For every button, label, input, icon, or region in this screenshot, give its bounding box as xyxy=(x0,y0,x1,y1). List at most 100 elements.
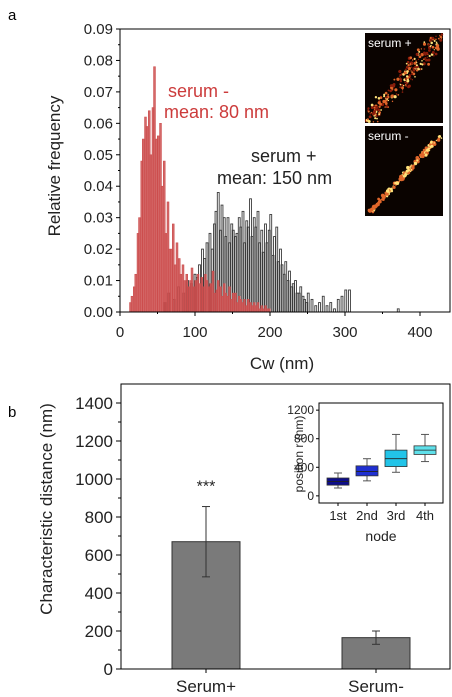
histogram-bar xyxy=(254,305,257,313)
histogram-bar xyxy=(284,261,288,313)
histogram-bar xyxy=(179,273,182,313)
histogram-bar xyxy=(239,299,242,313)
fluorescence-dot xyxy=(370,111,373,114)
fluorescence-dot xyxy=(435,41,438,44)
panel-b-frame xyxy=(120,383,451,670)
fluorescence-dot xyxy=(430,41,433,45)
fluorescence-dot xyxy=(439,38,443,42)
fluorescence-dot xyxy=(422,51,426,55)
y-tick-label: 0.05 xyxy=(84,147,113,164)
fluorescence-dot xyxy=(389,187,393,191)
histogram-bar xyxy=(224,292,227,313)
fluorescence-dot xyxy=(401,89,404,91)
panel-b-bars: *** xyxy=(171,479,411,670)
histogram-bar xyxy=(265,242,269,313)
fluorescence-dot xyxy=(421,60,423,62)
histogram-bar xyxy=(291,283,295,313)
fluorescence-dot xyxy=(410,73,414,76)
fluorescence-dot xyxy=(389,89,393,93)
fluorescence-dot xyxy=(428,146,430,148)
fluorescence-dot xyxy=(384,106,386,108)
fluorescence-dot xyxy=(393,78,396,81)
fluorescence-dot xyxy=(399,82,401,85)
fluorescence-dot xyxy=(385,189,390,193)
fluorescence-dot xyxy=(440,33,444,36)
fluorescence-dot xyxy=(417,157,421,161)
fluorescence-dot xyxy=(435,35,437,38)
fluorescence-dot xyxy=(372,121,375,123)
fluorescence-dot xyxy=(387,93,389,96)
fluorescence-dot xyxy=(401,91,404,93)
inset-y-tick-label: 0 xyxy=(307,489,314,503)
histogram-bar xyxy=(321,295,325,313)
fluorescence-dot xyxy=(416,48,420,52)
fluorescence-dot xyxy=(383,95,386,98)
fluorescence-dot xyxy=(411,71,414,74)
fluorescence-dot xyxy=(427,43,430,46)
fluorescence-dot xyxy=(428,49,431,52)
fluorescence-dot xyxy=(424,153,428,157)
histogram-bar xyxy=(325,305,329,313)
fluorescence-dot xyxy=(397,94,400,96)
fluorescence-dot xyxy=(412,67,415,70)
panel-b-y-ticks: 0 200 400 600 800 1000 1200 1400 xyxy=(75,394,121,679)
histogram-bar xyxy=(134,273,137,313)
y-tick-label: 0 xyxy=(104,660,113,679)
panel-b-label: b xyxy=(8,404,16,421)
serum-plus-annotation: serum + xyxy=(251,146,317,166)
fluorescence-dot xyxy=(401,86,404,90)
fluorescence-dot xyxy=(431,36,435,40)
fluorescence-dot xyxy=(374,117,377,120)
fluorescence-dot xyxy=(420,68,423,70)
histogram-bar xyxy=(228,286,231,313)
fluorescence-dot xyxy=(377,101,381,105)
fluorescence-dot xyxy=(398,76,400,78)
fluorescence-dot xyxy=(427,58,431,62)
x-tick-label: 0 xyxy=(116,324,124,341)
fluorescence-dot xyxy=(405,62,408,65)
fluorescence-dot xyxy=(387,99,390,102)
histogram-bar xyxy=(318,302,321,313)
inset-x-tick-label: 2nd xyxy=(356,508,378,523)
fluorescence-dot xyxy=(392,185,396,189)
fluorescence-dot xyxy=(430,144,434,148)
fluorescence-dot xyxy=(426,56,429,58)
inset-x-axis-label: node xyxy=(365,528,396,544)
fluorescence-dot xyxy=(381,194,385,199)
histogram-bar xyxy=(138,217,141,313)
fluorescence-dot xyxy=(399,86,402,89)
y-tick-label: 1000 xyxy=(75,470,113,489)
y-tick-label: 0.09 xyxy=(84,21,113,38)
histogram-bar xyxy=(130,295,134,313)
histogram-bar xyxy=(250,305,254,313)
fluorescence-dot xyxy=(376,202,380,207)
fluorescence-dot xyxy=(423,58,425,61)
y-tick-label: 200 xyxy=(85,622,113,641)
fluorescence-dot xyxy=(421,155,424,159)
fluorescence-dot xyxy=(440,37,442,40)
significance-marker: *** xyxy=(197,479,216,496)
histogram-bar xyxy=(164,233,167,313)
fluorescence-dot xyxy=(366,118,369,121)
inset-frame xyxy=(318,402,444,504)
y-tick-label: 0.00 xyxy=(84,304,113,321)
y-tick-label: 0.01 xyxy=(84,273,113,290)
serum-minus-histogram xyxy=(129,66,271,313)
histogram-bar xyxy=(175,242,179,313)
inset-y-tick-label: 400 xyxy=(294,460,314,474)
fluorescence-dot xyxy=(367,109,370,112)
fluorescence-dot xyxy=(437,139,440,142)
fluorescence-dot xyxy=(409,56,413,59)
fluorescence-dot xyxy=(385,195,389,198)
fluorescence-dot xyxy=(415,60,417,62)
x-tick-label: 300 xyxy=(332,324,357,341)
fluorescence-dot xyxy=(411,164,414,168)
fluorescence-dot xyxy=(403,84,405,87)
fluorescence-dot xyxy=(427,62,431,66)
fluorescence-dot xyxy=(433,142,435,144)
histogram-bar xyxy=(340,295,344,313)
fluorescence-dot xyxy=(414,75,416,78)
fluorescence-dot xyxy=(406,60,410,64)
histogram-bar xyxy=(232,292,235,313)
histogram-bar xyxy=(217,280,220,313)
